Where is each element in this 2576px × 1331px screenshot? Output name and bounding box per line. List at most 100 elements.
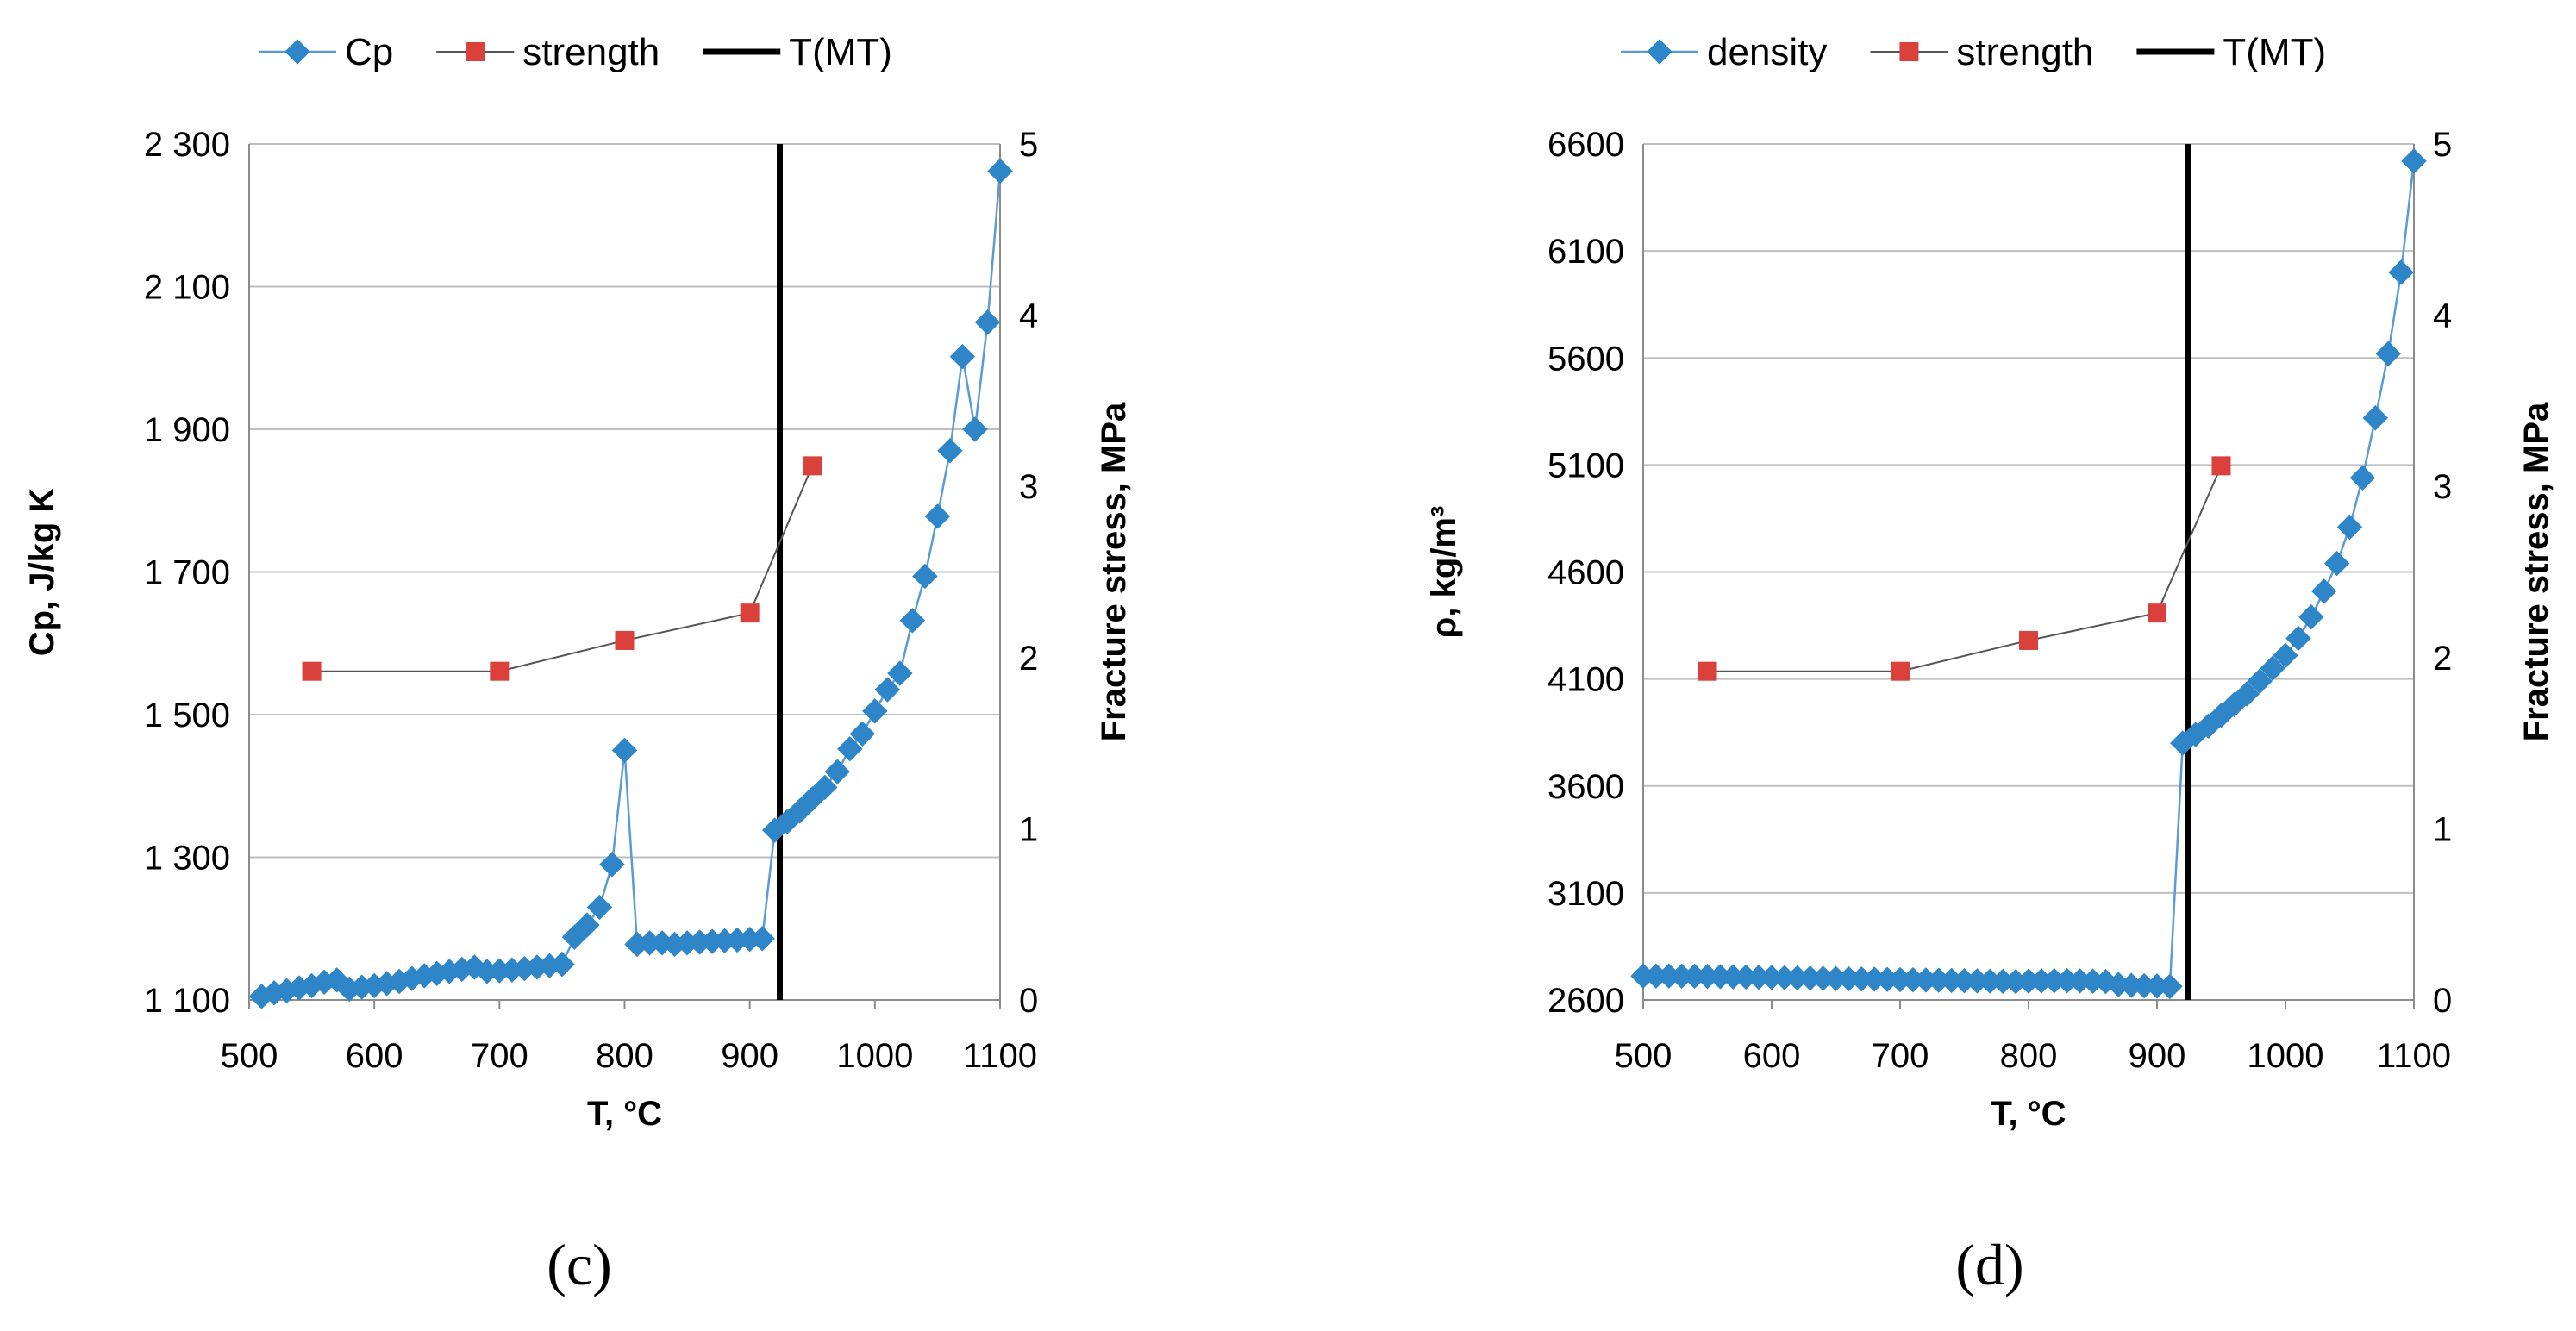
legend-square-icon	[1899, 42, 1919, 61]
y-tick-label: 1 900	[144, 411, 230, 449]
y2-tick-label: 1	[2433, 810, 2452, 848]
Cp-point	[549, 951, 575, 978]
y-axis-title: ρ, kg/m³	[1425, 506, 1463, 639]
strength-point	[1698, 661, 1717, 681]
Cp-point	[949, 343, 976, 370]
y-tick-label: 4100	[1547, 661, 1624, 699]
Cp-point	[899, 608, 926, 634]
strength-point	[2019, 630, 2038, 650]
x-tick-label: 800	[2000, 1037, 2058, 1075]
strength-point	[490, 661, 510, 681]
y-axis-title: Cp, J/kg K	[23, 488, 61, 657]
Cp-point	[912, 563, 938, 590]
Cp-point	[849, 721, 876, 747]
strength-point	[2148, 603, 2166, 623]
x-tick-label: 900	[2129, 1037, 2186, 1075]
Cp-point	[749, 926, 775, 952]
y-tick-label: 2 300	[144, 126, 230, 164]
legend-label: T(MT)	[2223, 31, 2326, 73]
legend-diamond-icon	[284, 39, 310, 65]
x-tick-label: 500	[1615, 1037, 1673, 1075]
Cp-point	[962, 416, 988, 442]
x-tick-label: 1100	[2377, 1037, 2451, 1075]
legend-diamond-icon	[1647, 39, 1673, 65]
panel-label: (c)	[547, 1232, 611, 1297]
y2-tick-label: 5	[1019, 126, 1038, 164]
density-point	[2401, 148, 2427, 174]
legend-label: density	[1707, 31, 1827, 73]
Cp-point	[887, 660, 913, 686]
Cp-point	[924, 503, 951, 529]
density-point	[2285, 625, 2311, 652]
chart-panel-c: 1 100 1 300 1 500 1 700 1 900 2 100 2 300 0 1 2 3 4…	[23, 31, 1133, 1297]
density-point	[2310, 578, 2337, 604]
y2-tick-label: 3	[1019, 468, 1038, 506]
y2-tick-label: 4	[1019, 297, 1038, 335]
series-line-strength	[311, 465, 814, 672]
y-tick-label: 5100	[1547, 447, 1624, 484]
Cp-point	[862, 698, 888, 724]
legend-label: strength	[522, 31, 660, 73]
y-tick-label: 5600	[1547, 340, 1624, 378]
x-tick-label: 700	[471, 1037, 528, 1075]
Cp-point	[974, 309, 1001, 335]
x-tick-label: 1000	[2248, 1037, 2324, 1075]
strength-point	[615, 630, 635, 650]
strength-point	[1891, 661, 1910, 681]
x-tick-label: 600	[346, 1037, 403, 1075]
y-tick-label: 1 500	[144, 697, 230, 734]
y2-tick-label: 5	[2433, 126, 2452, 164]
y-tick-label: 6100	[1547, 233, 1624, 271]
y-tick-label: 6600	[1547, 126, 1624, 164]
x-tick-label: 500	[221, 1037, 278, 1075]
Cp-point	[574, 912, 600, 938]
density-point	[2375, 341, 2401, 366]
y2-tick-label: 1	[1019, 810, 1038, 848]
y2-tick-label: 2	[1019, 640, 1038, 678]
x-tick-label: 600	[1743, 1037, 1801, 1075]
density-point	[2260, 655, 2285, 681]
y-tick-label: 4600	[1547, 554, 1624, 592]
density-point	[2349, 465, 2376, 491]
series-line-strength	[1707, 465, 2223, 672]
x-axis-title: T, °C	[1991, 1095, 2066, 1133]
density-point	[2234, 681, 2260, 707]
y-tick-label: 2 100	[144, 269, 230, 307]
density-point	[2247, 668, 2273, 694]
panel-label: (d)	[1955, 1232, 2023, 1297]
legend-label: Cp	[345, 31, 393, 73]
y-tick-label: 2600	[1547, 982, 1624, 1020]
density-point	[2362, 405, 2389, 431]
y-tick-label: 1 100	[144, 982, 230, 1020]
Cp-point	[824, 759, 850, 784]
density-point	[2323, 550, 2350, 577]
series-line-Cp	[261, 171, 1002, 998]
Cp-point	[874, 677, 901, 703]
Cp-point	[987, 158, 1013, 184]
Cp-point	[599, 852, 625, 878]
density-point	[2273, 642, 2298, 669]
x-tick-label: 900	[721, 1037, 778, 1075]
y2-tick-label: 2	[2433, 640, 2452, 678]
y-tick-label: 1 300	[144, 840, 230, 878]
density-point	[2298, 603, 2324, 630]
y2-tick-label: 0	[1019, 982, 1038, 1020]
legend-label: strength	[1956, 31, 2093, 73]
strength-point	[803, 456, 822, 476]
chart-panel-d: 2600310036004100460051005600610066000123…	[1425, 31, 2555, 1297]
strength-point	[302, 661, 322, 681]
strength-point	[2211, 456, 2231, 476]
x-tick-label: 1000	[836, 1037, 913, 1075]
density-point	[2388, 259, 2414, 285]
density-point	[2336, 514, 2363, 541]
series-line-density	[1643, 160, 2416, 988]
strength-point	[740, 603, 760, 623]
Cp-point	[611, 737, 638, 764]
x-tick-label: 1100	[963, 1037, 1037, 1075]
x-tick-label: 800	[596, 1037, 653, 1075]
Cp-point	[586, 894, 613, 921]
density-point	[2157, 973, 2183, 1000]
legend-square-icon	[466, 42, 485, 61]
y-tick-label: 3600	[1547, 768, 1624, 806]
